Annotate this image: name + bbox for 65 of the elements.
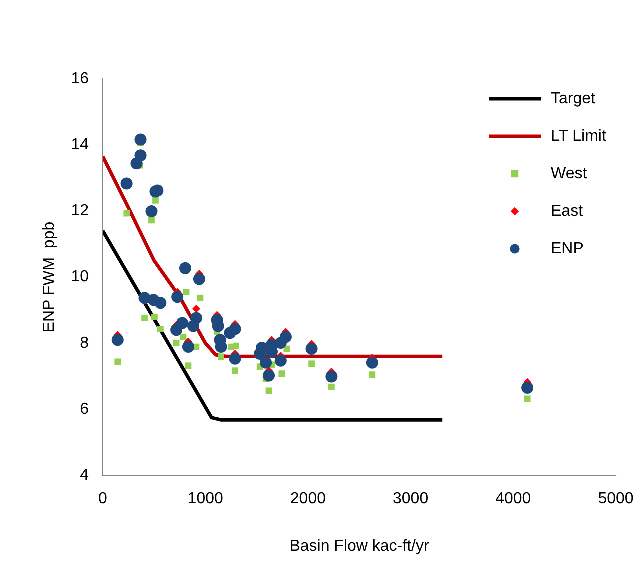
point [120,178,133,190]
y-tick-label: 8 [80,334,90,352]
point [154,297,167,310]
point [182,341,194,354]
x-tick-label: 5000 [598,490,634,508]
point [172,291,184,304]
y-tick-label: 12 [71,202,90,220]
point [218,354,224,360]
point [114,358,122,366]
x-tick-label: 2000 [290,490,326,508]
point [152,197,159,204]
x-tick-label: 1000 [188,490,224,508]
point [180,334,187,340]
point [187,320,200,332]
point [173,340,180,346]
y-tick-label: 16 [71,70,90,88]
point [260,356,272,369]
y-tick-label: 6 [80,400,90,418]
point [142,315,148,322]
x-tick-label: 4000 [496,490,532,508]
point [263,370,276,382]
legend-label: West [551,165,588,182]
point [192,305,200,314]
y-tick-label: 10 [71,268,90,286]
point [134,150,147,162]
point [193,273,206,286]
point [522,382,534,394]
point [274,354,287,367]
point [306,343,318,356]
y-tick-label: 4 [80,467,90,484]
legend-label: LT Limit [551,128,607,145]
point [134,134,147,146]
point [183,288,190,296]
point [308,360,315,368]
point [170,324,183,336]
point [152,314,158,320]
point [232,368,238,374]
point [197,294,204,302]
point [524,396,531,402]
point [278,370,286,377]
y-axis-title: ENP FWM ppb [41,222,58,333]
point [112,334,124,346]
point [146,206,158,218]
x-tick-label: 0 [98,490,108,508]
point [179,262,192,274]
x-axis-title: Basin Flow kac-ft/yr [290,538,430,555]
point [157,326,164,332]
legend-label: ENP [551,240,584,258]
point [280,331,292,344]
legend-label: Target [551,90,596,108]
point [326,370,338,383]
point [215,341,228,354]
y-tick-label: 14 [71,136,90,154]
legend-label: East [551,202,584,220]
point [256,342,268,354]
point [366,356,378,369]
point [185,362,192,370]
point [229,323,242,336]
point [232,342,240,350]
x-tick-label: 3000 [393,490,429,508]
point [124,210,130,217]
point [328,384,335,390]
point [229,352,242,365]
point [148,217,155,224]
point [369,372,376,378]
